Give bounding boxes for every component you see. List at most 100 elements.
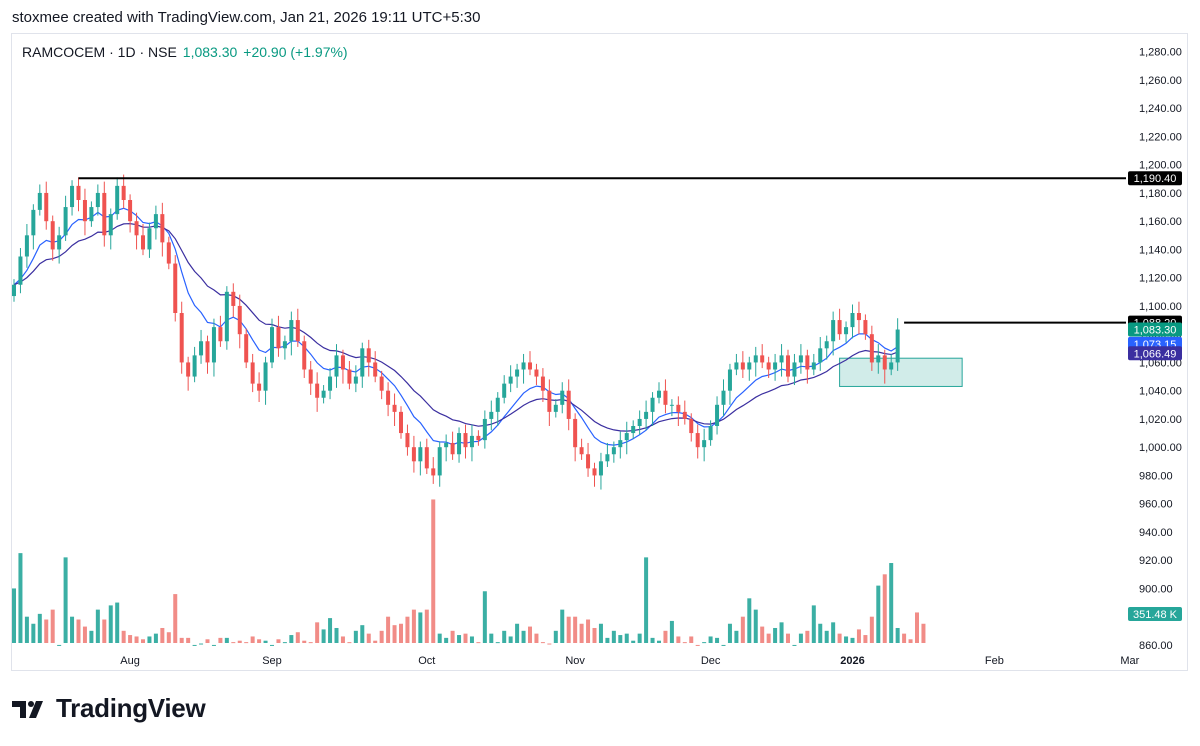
chart-frame[interactable] (11, 33, 1188, 671)
candle-body (244, 334, 249, 363)
volume-bar (392, 625, 397, 643)
candle-body (521, 362, 526, 370)
candle-body (657, 390, 661, 398)
candle-body (392, 404, 397, 412)
candle-body (579, 447, 584, 455)
volume-bar (340, 636, 345, 643)
price-tick-label: 980.00 (1139, 470, 1173, 482)
volume-bar (915, 612, 919, 643)
candle-body (173, 263, 178, 313)
candle-body (347, 369, 352, 384)
candle-body (611, 447, 616, 455)
volume-bar (682, 642, 687, 644)
candle-body (528, 362, 532, 370)
volume-bar (605, 637, 610, 643)
volume-bar (418, 612, 423, 643)
volume-bar (624, 633, 629, 643)
candle-body (476, 435, 481, 441)
candle-body (12, 284, 16, 297)
volume-bar (373, 640, 378, 643)
volume-bar (657, 640, 661, 643)
volume-bar (811, 605, 816, 643)
volume-bar (31, 623, 36, 643)
volume-bar (850, 637, 855, 643)
volume-bar (360, 625, 365, 643)
candle-body (695, 433, 700, 448)
volume-bar (302, 640, 307, 643)
candle-body (876, 355, 881, 363)
level-price-tag-bg (1128, 171, 1182, 186)
candle-body (837, 320, 842, 335)
price-tick-label: 1,180.00 (1139, 188, 1182, 200)
candle-body (502, 383, 507, 398)
footer-brand[interactable]: TradingView (12, 693, 206, 724)
candle-body (89, 207, 94, 222)
volume-bar (715, 637, 720, 643)
volume-bar (611, 630, 616, 643)
tradingview-brand: TradingView (56, 693, 206, 723)
volume-bar (766, 633, 771, 643)
price-tick-label: 1,160.00 (1139, 216, 1182, 228)
volume-bar (734, 630, 739, 643)
volume-bar (289, 635, 294, 643)
volume-bar (411, 609, 416, 643)
candle-body (24, 235, 29, 257)
time-tick-label: Nov (565, 655, 585, 667)
chart-header: stoxmee created with TradingView.com, Ja… (12, 9, 481, 26)
candle-body (605, 454, 610, 462)
candle-body (147, 228, 152, 250)
candle-body (457, 433, 462, 455)
candle-body (818, 348, 823, 363)
candle-body (115, 185, 120, 215)
volume-bar (540, 642, 545, 644)
candle-body (186, 362, 191, 377)
candle-body (863, 320, 868, 335)
candle-body (682, 411, 687, 419)
candle-body (321, 390, 326, 398)
candle-body (128, 200, 133, 222)
candle-body (353, 376, 358, 384)
price-tick-label: 900.00 (1139, 583, 1173, 595)
candle-body (263, 362, 268, 391)
candle-body (831, 320, 836, 342)
volume-bar (257, 639, 262, 643)
candle-body (856, 313, 861, 321)
volume-bar (270, 644, 274, 646)
level-price-tag: 1,190.40 (1134, 173, 1177, 185)
volume-bar (566, 616, 571, 643)
candle-body (437, 447, 442, 476)
volume-bar (205, 639, 210, 643)
candle-body (547, 390, 552, 412)
volume-bar (308, 642, 313, 644)
volume-bar (44, 619, 49, 643)
volume-bar (921, 623, 926, 643)
price-tick-label: 1,220.00 (1139, 131, 1182, 143)
volume-bar (102, 619, 107, 643)
candle-body (450, 442, 455, 455)
candle-body (766, 362, 771, 370)
legend-change: +20.90 (+1.97%) (243, 44, 348, 60)
candle-body (334, 355, 339, 377)
volume-bar (37, 613, 42, 643)
candle-body (76, 185, 81, 200)
volume-bar (115, 602, 120, 643)
candle-body (205, 341, 210, 363)
price-tick-label: 1,120.00 (1139, 273, 1182, 285)
candle-body (373, 362, 378, 377)
volume-bar (895, 627, 900, 643)
candle-body (82, 200, 87, 222)
candle-body (624, 433, 629, 441)
candle-body (482, 418, 487, 441)
candle-body (70, 185, 75, 208)
volume-bar (521, 630, 526, 643)
volume-bar (353, 630, 358, 643)
candle-body (57, 235, 62, 250)
candle-body (95, 192, 100, 208)
volume-bar (211, 644, 216, 646)
volume-bar (347, 642, 352, 644)
symbol-legend[interactable]: RAMCOCEM · 1D · NSE 1,083.30 +20.90 (+1.… (22, 44, 348, 60)
volume-bar (618, 635, 623, 643)
candle-body (489, 411, 494, 419)
candle-body (192, 355, 197, 377)
